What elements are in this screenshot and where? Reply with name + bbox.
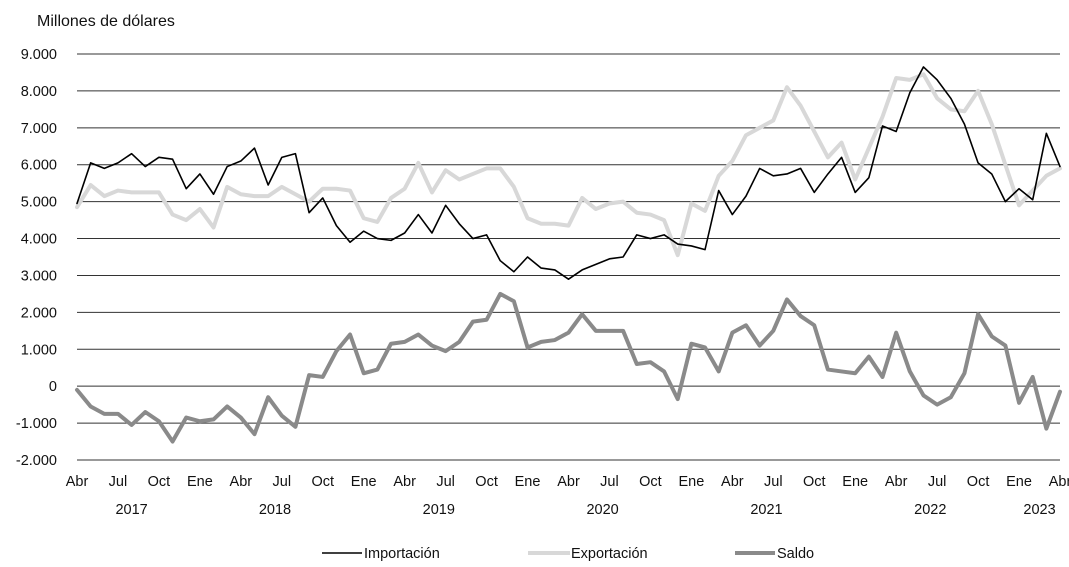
x-tick-label: Ene — [187, 474, 213, 490]
y-tick-label: 6.000 — [21, 158, 57, 174]
x-year-label: 2022 — [914, 502, 946, 518]
legend-label-exportacion: Exportación — [571, 546, 648, 562]
x-tick-label: Jul — [109, 474, 128, 490]
x-tick-label: Abr — [1049, 474, 1069, 490]
y-tick-label: 4.000 — [21, 232, 57, 248]
x-tick-label: Oct — [475, 474, 498, 490]
x-year-label: 2023 — [1023, 502, 1055, 518]
x-tick-label: Oct — [311, 474, 334, 490]
x-tick-label: Ene — [515, 474, 541, 490]
series-lines — [75, 66, 1062, 444]
x-tick-label: Abr — [66, 474, 89, 490]
x-year-label: 2020 — [586, 502, 618, 518]
y-tick-label: -2.000 — [16, 453, 57, 469]
legend: Importación Exportación Saldo — [322, 546, 814, 562]
legend-label-saldo: Saldo — [777, 546, 814, 562]
x-year-label: 2018 — [259, 502, 291, 518]
y-tick-label: 9.000 — [21, 47, 57, 63]
series-line-exportacion — [75, 72, 1062, 258]
y-tick-label: 7.000 — [21, 121, 57, 137]
y-axis-ticks: 9.000 8.000 7.000 6.000 5.000 4.000 3.000 2.000… — [16, 47, 57, 469]
x-tick-label: Jul — [928, 474, 947, 490]
x-year-label: 2019 — [423, 502, 455, 518]
y-tick-label: 1.000 — [21, 342, 57, 358]
y-tick-label: 3.000 — [21, 268, 57, 284]
x-tick-label: Jul — [764, 474, 783, 490]
legend-label-importacion: Importación — [364, 546, 440, 562]
y-tick-label: 5.000 — [21, 195, 57, 211]
x-tick-label: Abr — [557, 474, 580, 490]
x-year-label: 2017 — [115, 502, 147, 518]
y-tick-label: 2.000 — [21, 305, 57, 321]
x-tick-label: Ene — [678, 474, 704, 490]
x-tick-label: Jul — [273, 474, 292, 490]
x-year-label: 2021 — [750, 502, 782, 518]
y-axis-title: Millones de dólares — [37, 13, 175, 30]
x-tick-label: Oct — [967, 474, 990, 490]
x-tick-label: Ene — [351, 474, 377, 490]
series-line-importacion — [76, 66, 1061, 280]
gridlines — [77, 53, 1060, 461]
x-tick-label: Ene — [1006, 474, 1032, 490]
x-tick-label: Oct — [803, 474, 826, 490]
x-tick-label: Jul — [600, 474, 619, 490]
x-tick-label: Jul — [436, 474, 455, 490]
series-line-saldo — [75, 291, 1062, 444]
x-tick-label: Abr — [230, 474, 253, 490]
y-tick-label: 8.000 — [21, 84, 57, 100]
x-tick-label: Abr — [393, 474, 416, 490]
x-axis-ticks: Abr Jul Oct Ene Abr Jul Oct Ene Abr Jul Oct Ene Abr J… — [66, 474, 1069, 518]
x-tick-label: Oct — [639, 474, 662, 490]
x-tick-label: Oct — [148, 474, 171, 490]
y-tick-label: 0 — [49, 379, 57, 395]
y-tick-label: -1.000 — [16, 416, 57, 432]
x-tick-label: Ene — [842, 474, 868, 490]
x-tick-label: Abr — [721, 474, 744, 490]
x-tick-label: Abr — [885, 474, 908, 490]
